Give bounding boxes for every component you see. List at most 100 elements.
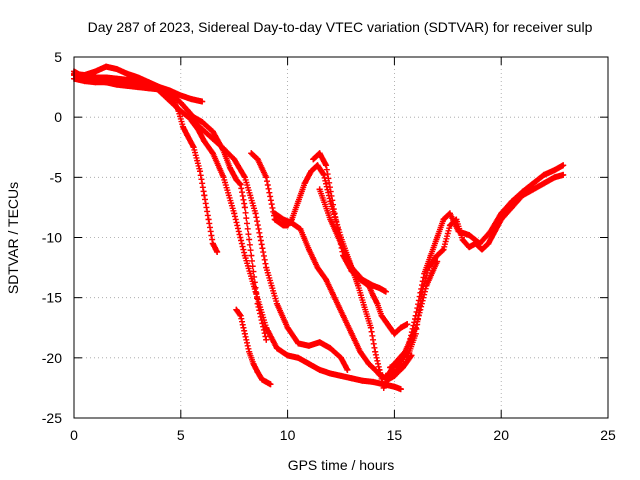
data-point xyxy=(113,75,120,82)
data-point xyxy=(308,168,315,175)
data-point xyxy=(231,210,238,217)
series-s12 xyxy=(387,162,567,371)
data-point xyxy=(404,348,411,355)
data-point xyxy=(540,171,547,178)
data-point xyxy=(220,174,227,181)
data-point xyxy=(214,248,221,255)
series-s6 xyxy=(233,306,274,388)
data-point xyxy=(427,252,434,259)
data-point xyxy=(391,369,398,376)
data-point xyxy=(250,360,257,367)
data-point xyxy=(254,156,261,163)
data-point xyxy=(434,234,441,241)
data-point xyxy=(284,324,291,331)
y-tick-label: -20 xyxy=(42,350,62,366)
series-marks xyxy=(71,68,221,255)
data-point xyxy=(359,377,366,384)
data-point xyxy=(301,180,308,187)
data-point xyxy=(338,354,344,361)
data-point xyxy=(209,240,216,247)
data-point xyxy=(316,150,323,157)
chart-title: Day 287 of 2023, Sidereal Day-to-day VTE… xyxy=(88,19,593,35)
data-point xyxy=(412,330,419,337)
data-point xyxy=(295,340,302,347)
data-point xyxy=(508,204,515,211)
data-point xyxy=(280,216,287,223)
data-point xyxy=(184,132,191,139)
data-point xyxy=(297,226,304,233)
data-point xyxy=(560,162,567,169)
data-point xyxy=(81,72,88,79)
x-tick-label: 20 xyxy=(493,427,509,443)
data-point xyxy=(254,369,261,376)
x-tick-label: 5 xyxy=(177,427,185,443)
data-point xyxy=(197,168,204,175)
data-point xyxy=(551,167,558,174)
data-point xyxy=(508,198,515,205)
data-point xyxy=(201,192,208,199)
data-point xyxy=(226,164,233,171)
data-point xyxy=(295,354,302,361)
data-point xyxy=(103,63,110,70)
data-point xyxy=(412,312,419,319)
y-tick-label: 5 xyxy=(54,49,62,65)
data-point xyxy=(376,285,383,292)
data-points xyxy=(71,63,567,393)
data-point xyxy=(177,99,184,106)
data-point xyxy=(374,300,381,307)
data-point xyxy=(199,98,206,105)
x-tick-label: 25 xyxy=(600,427,616,443)
data-point xyxy=(273,345,280,352)
data-point xyxy=(305,246,312,253)
data-point xyxy=(305,342,312,349)
data-point xyxy=(372,366,379,373)
data-point xyxy=(357,348,364,355)
data-point xyxy=(327,216,334,223)
series-marks xyxy=(233,306,274,388)
data-point xyxy=(267,381,274,388)
data-point xyxy=(446,210,453,217)
data-point xyxy=(382,318,389,325)
data-point xyxy=(338,240,344,247)
data-point xyxy=(404,321,411,328)
data-point xyxy=(365,360,372,367)
data-point xyxy=(209,135,216,142)
data-point xyxy=(188,117,195,124)
data-point xyxy=(263,378,270,385)
data-point xyxy=(382,288,389,295)
y-tick-label: 0 xyxy=(54,109,62,125)
data-point xyxy=(331,294,338,301)
data-point xyxy=(241,204,248,211)
data-point xyxy=(402,360,409,367)
data-point xyxy=(164,96,171,103)
data-point xyxy=(359,276,366,283)
series-s1 xyxy=(71,68,221,255)
data-point xyxy=(258,376,265,383)
data-point xyxy=(92,68,99,75)
data-point xyxy=(124,76,131,83)
data-point xyxy=(220,145,227,152)
data-point xyxy=(395,360,402,367)
data-point xyxy=(252,210,259,217)
data-point xyxy=(314,264,321,271)
data-point xyxy=(209,150,216,157)
series-marks xyxy=(188,117,404,393)
data-point xyxy=(310,156,317,163)
data-point xyxy=(498,210,505,217)
data-point xyxy=(519,188,526,195)
data-point xyxy=(391,383,398,390)
data-point xyxy=(344,366,351,373)
data-point xyxy=(305,360,312,367)
x-axis-label: GPS time / hours xyxy=(288,457,395,473)
data-point xyxy=(284,352,291,359)
data-point xyxy=(241,252,248,259)
data-point xyxy=(103,74,110,81)
data-point xyxy=(263,336,270,343)
data-point xyxy=(370,378,377,385)
data-point xyxy=(167,87,174,94)
data-point xyxy=(327,370,334,377)
data-point xyxy=(188,96,195,103)
data-point xyxy=(348,330,355,337)
data-point xyxy=(367,324,374,331)
